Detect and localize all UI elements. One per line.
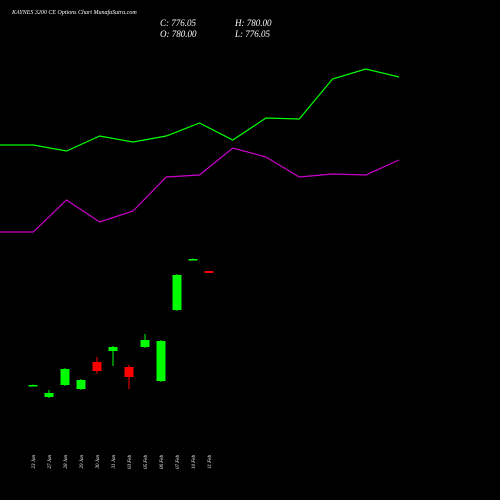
x-tick-label: 31 Jan bbox=[112, 455, 117, 469]
x-tick-label: 11 Feb bbox=[208, 455, 213, 469]
x-tick-label: 29 Jan bbox=[80, 455, 85, 469]
x-tick-label: 27 Jan bbox=[48, 455, 53, 469]
candle-body bbox=[172, 275, 182, 310]
chart-title: KAYNES 3200 CE Options Chart MunafaSutra… bbox=[11, 9, 137, 16]
summary-open: O: 780.00 bbox=[160, 29, 197, 39]
x-tick-label: 23 Jan bbox=[32, 455, 37, 469]
candle-body bbox=[124, 367, 134, 377]
indicator-line bbox=[0, 147, 400, 233]
summary-low: L: 776.05 bbox=[234, 29, 271, 39]
candle-body bbox=[156, 341, 166, 381]
candle-body bbox=[188, 259, 198, 261]
summary-close: C: 776.05 bbox=[160, 18, 197, 28]
x-tick-label: 30 Jan bbox=[96, 455, 101, 469]
x-tick-label: 05 Feb bbox=[144, 455, 149, 470]
indicator-line bbox=[0, 68, 400, 152]
candle-body bbox=[204, 271, 214, 273]
candle-body bbox=[60, 369, 70, 385]
summary-high: H: 780.00 bbox=[234, 18, 272, 28]
x-tick-label: 10 Feb bbox=[192, 455, 197, 470]
x-tick-label: 03 Feb bbox=[128, 455, 133, 470]
candle-body bbox=[28, 385, 38, 387]
candle-body bbox=[140, 340, 150, 347]
candle-body bbox=[92, 362, 102, 371]
x-tick-label: 28 Jan bbox=[64, 455, 69, 469]
candle-body bbox=[108, 347, 118, 351]
candle-body bbox=[76, 380, 86, 389]
x-tick-label: 07 Feb bbox=[176, 455, 181, 470]
candle-body bbox=[44, 393, 54, 397]
x-tick-label: 06 Feb bbox=[160, 455, 165, 470]
